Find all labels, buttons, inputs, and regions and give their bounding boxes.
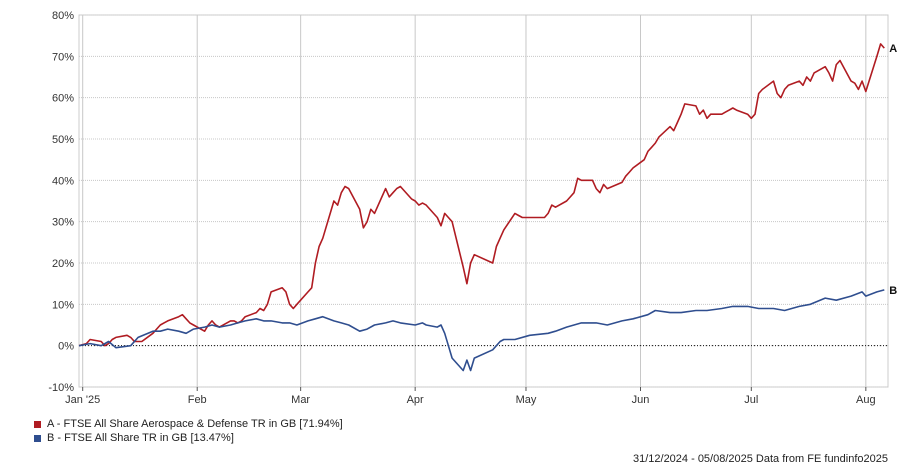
y-tick-label: 0% [58, 341, 74, 353]
y-tick-label: 40% [52, 175, 74, 187]
legend-item-b[interactable]: B - FTSE All Share TR in GB [13.47%] [34, 431, 343, 445]
legend-label-a: A - FTSE All Share Aerospace & Defense T… [47, 418, 343, 430]
y-tick-label: -10% [48, 382, 74, 394]
x-tick-label: Mar [291, 394, 310, 406]
y-tick-label: 70% [52, 51, 74, 63]
plot-area [78, 14, 889, 388]
legend-swatch-a [34, 420, 41, 428]
x-tick-label: Aug [856, 394, 876, 406]
footer-source: 31/12/2024 - 05/08/2025 Data from FE fun… [632, 453, 888, 465]
y-tick-label: 10% [52, 299, 74, 311]
legend-swatch-b [34, 434, 41, 442]
series-end-label-a: A [889, 43, 897, 55]
series-line-a [78, 43, 885, 347]
line-chart: -10% 0% 10% 20% 30% 40% 50% 60% 70% 80% Jan '25 Fe… [48, 10, 897, 406]
series-end-label-b: B [889, 285, 897, 297]
legend-label-b: B - FTSE All Share TR in GB [13.47%] [47, 432, 234, 444]
y-tick-label: 20% [52, 258, 74, 270]
y-tick-label: 30% [52, 217, 74, 229]
y-tick-label: 50% [52, 134, 74, 146]
y-tick-label: 60% [52, 93, 74, 105]
legend-item-a[interactable]: A - FTSE All Share Aerospace & Defense T… [34, 417, 343, 431]
series-layer: AB [78, 43, 897, 372]
x-tick-label: Jun [632, 394, 650, 406]
x-tick-label: May [516, 394, 537, 406]
y-axis: -10% 0% 10% 20% 30% 40% 50% 60% 70% 80% [48, 10, 74, 394]
legend: A - FTSE All Share Aerospace & Defense T… [34, 417, 343, 445]
x-axis: Jan '25 Feb Mar Apr May Jun Jul Aug [65, 387, 876, 406]
series-line-b [78, 289, 885, 372]
x-tick-label: Jan '25 [65, 394, 100, 406]
y-tick-label: 80% [52, 10, 74, 22]
x-tick-label: Feb [188, 394, 207, 406]
x-tick-label: Jul [744, 394, 758, 406]
x-tick-label: Apr [407, 394, 424, 406]
